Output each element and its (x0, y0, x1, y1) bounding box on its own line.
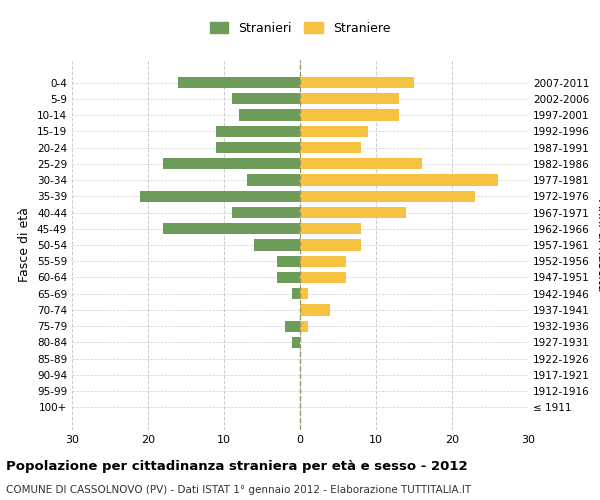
Bar (300, 272, 346, 283)
Bar (285, 320, 300, 332)
Bar (217, 142, 300, 153)
Bar (277, 272, 300, 283)
Bar (300, 93, 399, 104)
Text: Popolazione per cittadinanza straniera per età e sesso - 2012: Popolazione per cittadinanza straniera p… (6, 460, 467, 473)
Bar (292, 288, 300, 300)
Bar (300, 142, 361, 153)
Bar (300, 288, 308, 300)
Legend: Stranieri, Straniere: Stranieri, Straniere (206, 18, 394, 38)
Bar (232, 93, 300, 104)
Bar (300, 207, 406, 218)
Bar (217, 126, 300, 137)
Bar (300, 126, 368, 137)
Bar (300, 320, 308, 332)
Bar (300, 240, 361, 250)
Bar (239, 110, 300, 120)
Bar (300, 158, 422, 170)
Bar (247, 174, 300, 186)
Bar (300, 304, 331, 316)
Bar (300, 190, 475, 202)
Bar (163, 223, 300, 234)
Y-axis label: Fasce di età: Fasce di età (19, 208, 31, 282)
Bar (292, 337, 300, 348)
Bar (300, 110, 399, 120)
Bar (232, 207, 300, 218)
Bar (300, 174, 497, 186)
Bar (140, 190, 300, 202)
Bar (254, 240, 300, 250)
Bar (277, 256, 300, 267)
Text: COMUNE DI CASSOLNOVO (PV) - Dati ISTAT 1° gennaio 2012 - Elaborazione TUTTITALIA: COMUNE DI CASSOLNOVO (PV) - Dati ISTAT 1… (6, 485, 471, 495)
Bar (300, 223, 361, 234)
Bar (300, 77, 414, 88)
Y-axis label: Anni di nascita: Anni di nascita (595, 198, 600, 291)
Bar (178, 77, 300, 88)
Bar (163, 158, 300, 170)
Bar (300, 256, 346, 267)
